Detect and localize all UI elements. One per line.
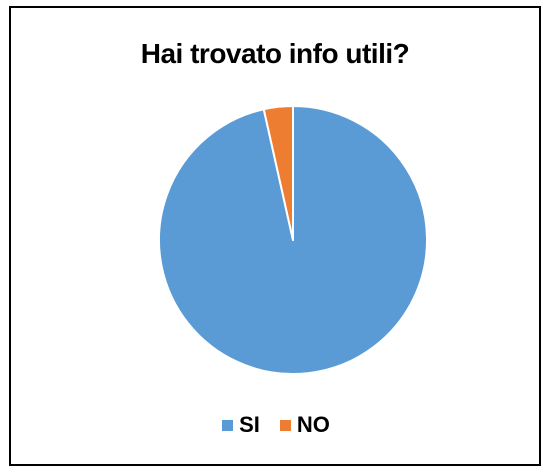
legend-item-no: NO (279, 412, 330, 438)
chart-legend: SI NO (0, 412, 552, 438)
pie-slice-no (262, 105, 294, 241)
legend-item-si: SI (222, 412, 260, 438)
legend-swatch-si (222, 419, 234, 431)
legend-label-si: SI (239, 412, 260, 437)
legend-label-no: NO (296, 412, 330, 437)
legend-swatch-no (279, 419, 291, 431)
pie-slices (158, 105, 429, 375)
chart-title: Hai trovato info utili? (140, 38, 410, 69)
